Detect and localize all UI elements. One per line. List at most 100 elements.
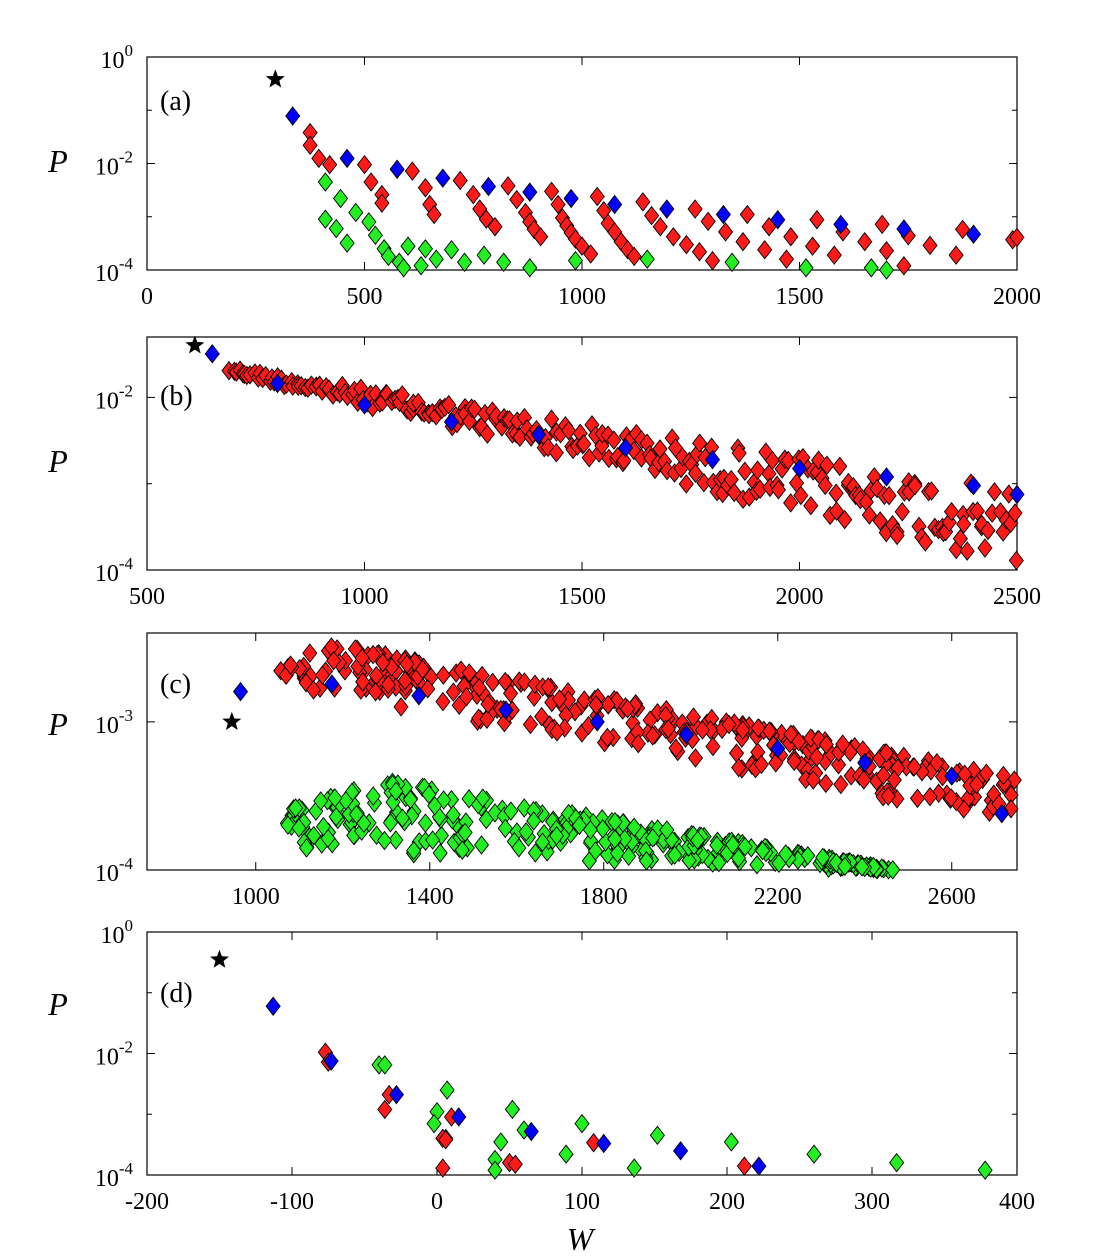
blue-point	[617, 438, 634, 458]
green-point	[639, 249, 655, 269]
red-point	[487, 216, 503, 237]
red-point	[397, 670, 413, 691]
red-point	[452, 170, 468, 191]
green-point	[574, 1113, 590, 1134]
red-point	[576, 434, 592, 454]
y-tick-label: 10-4	[95, 254, 134, 287]
blue-point	[498, 700, 514, 720]
y-tick-exponent: -4	[119, 1159, 134, 1178]
red-point	[522, 714, 539, 735]
red-point	[438, 1130, 454, 1150]
red-point	[620, 699, 636, 719]
red-point	[943, 788, 959, 808]
red-point	[969, 501, 985, 521]
green-point	[609, 843, 626, 864]
red-point	[835, 734, 851, 754]
blue-point	[232, 681, 249, 702]
red-point	[828, 501, 845, 521]
star-marker	[185, 335, 205, 354]
red-point	[943, 501, 960, 522]
y-tick-label: 10-2	[95, 1038, 133, 1071]
blue-point	[563, 188, 579, 209]
y-tick-base: 10	[95, 561, 119, 587]
red-point	[685, 707, 702, 727]
blue-point	[204, 344, 220, 364]
blue-point	[965, 224, 982, 244]
blue-point	[530, 424, 547, 445]
y-tick-base: 10	[101, 48, 125, 74]
green-point	[659, 820, 675, 840]
green-point	[333, 188, 349, 209]
green-point	[425, 830, 441, 850]
red-point	[404, 161, 420, 181]
green-point	[854, 857, 870, 877]
blue-point	[607, 194, 623, 215]
green-point	[367, 225, 383, 245]
green-point	[361, 212, 377, 232]
red-point	[458, 687, 475, 707]
red-point	[678, 234, 694, 255]
y-axis-label: P	[47, 143, 68, 179]
green-point	[837, 856, 853, 877]
red-point	[880, 786, 896, 806]
red-point	[861, 505, 877, 525]
y-axis-label: P	[47, 443, 68, 479]
green-point	[313, 791, 329, 811]
green-point	[749, 855, 765, 875]
red-point	[394, 385, 410, 405]
y-tick-exponent: 0	[125, 916, 134, 935]
green-point	[878, 260, 895, 280]
green-point	[421, 784, 437, 805]
x-tick-label: 100	[564, 1189, 600, 1215]
red-point	[305, 680, 322, 700]
blue-point	[770, 738, 786, 759]
green-point	[587, 841, 604, 861]
x-tick-label: 0	[141, 284, 153, 310]
green-point	[380, 246, 396, 267]
red-point	[417, 178, 433, 198]
green-point	[396, 258, 412, 278]
y-tick-label: 10-2	[95, 148, 133, 181]
green-point	[711, 852, 727, 873]
red-point	[509, 189, 525, 210]
green-point	[327, 788, 343, 808]
green-point	[288, 798, 304, 818]
blue-point	[1009, 484, 1025, 505]
red-point	[968, 774, 985, 795]
green-point	[427, 796, 443, 816]
green-point	[317, 172, 333, 192]
green-point	[511, 838, 527, 858]
blue-point	[389, 159, 405, 179]
green-point	[863, 258, 879, 278]
x-tick-label: 1500	[558, 584, 606, 610]
red-point	[731, 443, 747, 463]
red-point	[750, 460, 766, 480]
red-point	[660, 719, 676, 739]
red-point	[516, 672, 532, 692]
green-point	[394, 808, 411, 828]
y-tick-base: 10	[95, 1166, 119, 1192]
green-point	[567, 250, 584, 271]
red-point	[856, 770, 872, 790]
green-point	[724, 252, 740, 272]
green-point	[478, 809, 494, 830]
x-tick-label: 2600	[928, 884, 976, 910]
green-point	[443, 240, 460, 260]
x-tick-label: 1000	[232, 884, 280, 910]
red-point	[550, 194, 566, 215]
blue-point	[388, 1084, 404, 1105]
blue-point	[480, 176, 497, 197]
red-point	[809, 747, 825, 767]
green-point	[977, 1160, 993, 1180]
green-point	[291, 818, 307, 838]
red-point	[857, 231, 873, 252]
red-point	[768, 753, 784, 773]
red-point	[500, 176, 516, 196]
blue-point	[523, 1121, 539, 1142]
x-tick-label: 400	[999, 1189, 1035, 1215]
red-point	[694, 720, 711, 740]
red-point	[665, 227, 681, 247]
green-point	[376, 830, 393, 851]
red-point	[668, 738, 684, 758]
green-point	[348, 202, 364, 223]
